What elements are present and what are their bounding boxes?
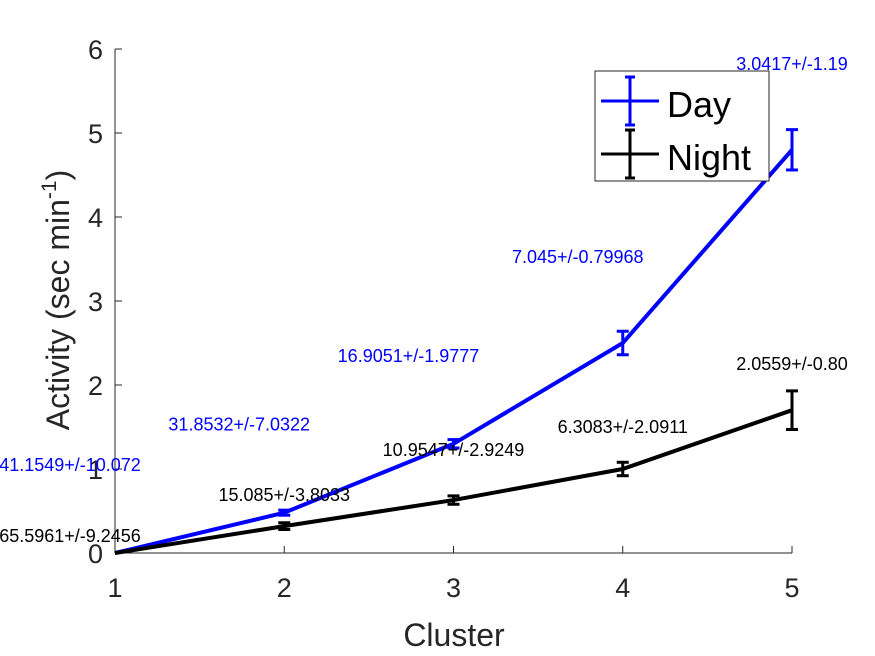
data-labels: 41.1549+/-10.072 31.8532+/-7.0322 16.9051+… bbox=[0, 54, 848, 546]
y-tick-label: 2 bbox=[88, 371, 103, 401]
x-tick-label: 1 bbox=[107, 573, 122, 603]
error-bar-day bbox=[786, 128, 798, 172]
legend-box bbox=[594, 70, 770, 182]
data-label-day: 3.0417+/-1.19 bbox=[736, 54, 848, 74]
legend-entry-day bbox=[601, 75, 659, 127]
legend-label-day: Day bbox=[667, 84, 731, 125]
error-bar-night bbox=[616, 460, 629, 478]
y-axis-label-text: Activity (sec min bbox=[40, 199, 76, 430]
error-bar-day bbox=[278, 508, 291, 517]
error-bar-day bbox=[616, 329, 629, 357]
y-axis-label: Activity (sec min-1) bbox=[38, 170, 76, 430]
data-label-night: 15.085+/-3.8033 bbox=[218, 485, 350, 505]
data-label-day: 31.8532+/-7.0322 bbox=[168, 415, 310, 435]
data-label-day: 7.045+/-0.79968 bbox=[512, 247, 644, 267]
error-bar-night bbox=[786, 389, 798, 432]
y-tick-label: 6 bbox=[88, 35, 103, 65]
y-tick-label: 4 bbox=[88, 203, 103, 233]
series-day bbox=[114, 128, 798, 555]
y-tick-label: 3 bbox=[88, 287, 103, 317]
y-tick-label: 5 bbox=[88, 119, 103, 149]
x-axis-label: Cluster bbox=[403, 617, 505, 653]
legend: Day Night bbox=[594, 70, 770, 182]
y-tick-label: 1 bbox=[88, 455, 103, 485]
series-layer bbox=[114, 128, 798, 555]
y-tick-label: 0 bbox=[88, 539, 103, 569]
series-night bbox=[114, 389, 798, 555]
y-axis-label-superscript: -1 bbox=[38, 180, 61, 199]
data-label-night: 10.9547+/-2.9249 bbox=[383, 440, 525, 460]
x-tick-label: 5 bbox=[784, 573, 799, 603]
data-label-night: 65.5961+/-9.2456 bbox=[0, 526, 141, 546]
legend-label-night: Night bbox=[667, 137, 751, 178]
data-label-day: 41.1549+/-10.072 bbox=[0, 455, 141, 475]
x-tick-label: 2 bbox=[277, 573, 292, 603]
x-tick-label: 3 bbox=[446, 573, 461, 603]
x-tick-label: 4 bbox=[615, 573, 630, 603]
error-bar-night bbox=[447, 494, 460, 506]
legend-entry-night bbox=[601, 128, 659, 180]
error-bar-night bbox=[278, 521, 291, 531]
data-label-night: 6.3083+/-2.0911 bbox=[558, 417, 688, 437]
y-axis-label-close: ) bbox=[40, 170, 76, 181]
error-bar-day bbox=[447, 438, 460, 450]
data-label-night: 2.0559+/-0.80 bbox=[736, 354, 848, 374]
data-label-day: 16.9051+/-1.9777 bbox=[338, 346, 480, 366]
